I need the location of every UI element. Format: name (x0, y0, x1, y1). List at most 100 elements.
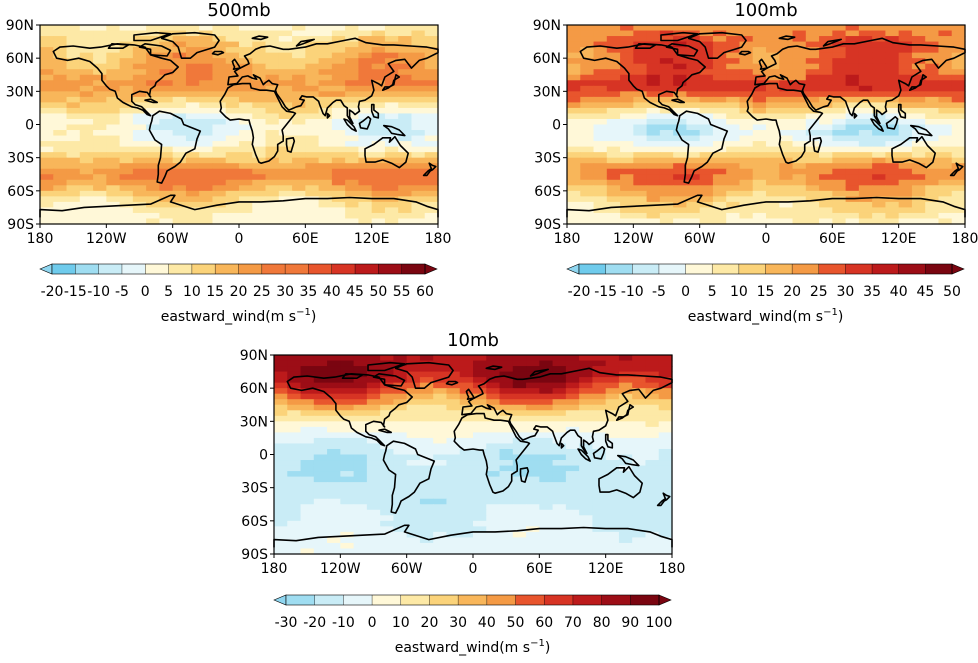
field-cell (185, 41, 200, 48)
field-cell (673, 85, 687, 92)
field-cell (292, 179, 306, 186)
field-cell (752, 124, 767, 131)
field-cell (398, 85, 413, 92)
field-cell (106, 80, 121, 87)
field-cell (93, 52, 107, 59)
field-cell (699, 168, 714, 175)
field-cell (66, 36, 81, 43)
field-cell (353, 426, 368, 433)
field-cell (673, 190, 687, 197)
field-cell (225, 207, 240, 214)
field-cell (618, 526, 633, 533)
field-cell (340, 504, 355, 511)
field-cell (951, 218, 966, 225)
field-cell (832, 107, 847, 115)
field-cell (358, 135, 373, 142)
field-cell (605, 520, 620, 527)
field-cell (340, 421, 355, 428)
field-cell (345, 196, 359, 203)
field-cell (384, 163, 399, 170)
field-cell (805, 36, 820, 43)
field-cell (199, 63, 214, 70)
field-cell (645, 482, 660, 489)
field-cell (106, 124, 121, 131)
field-cell (618, 504, 633, 511)
field-cell (686, 118, 701, 126)
wind-field (567, 25, 966, 225)
field-cell (805, 58, 820, 65)
field-cell (633, 168, 648, 175)
field-cell (592, 454, 607, 461)
field-cell (318, 41, 333, 48)
field-cell (925, 157, 940, 164)
field-cell (345, 52, 359, 59)
field-cell (287, 471, 302, 478)
field-cell (473, 355, 487, 362)
field-cell (327, 537, 341, 544)
field-cell (699, 196, 714, 203)
field-cell (393, 548, 408, 555)
field-cell (345, 218, 359, 225)
field-cell (371, 91, 386, 98)
field-cell (632, 443, 647, 450)
x-tick-label: 0 (469, 561, 478, 577)
field-cell (766, 174, 780, 181)
field-cell (938, 47, 953, 54)
field-cell (225, 168, 240, 175)
field-cell (406, 393, 421, 400)
field-cell (925, 102, 940, 109)
field-cell (512, 454, 527, 461)
field-cell (872, 96, 886, 103)
field-cell (633, 124, 648, 131)
field-cell (398, 179, 413, 186)
field-cell (565, 382, 580, 389)
field-cell (300, 437, 315, 445)
field-cell (331, 85, 346, 92)
field-cell (146, 146, 160, 153)
field-cell (212, 124, 227, 131)
field-cell (646, 207, 661, 214)
field-cell (712, 174, 727, 181)
field-cell (673, 25, 687, 32)
field-cell (406, 415, 421, 422)
field-cell (40, 58, 54, 65)
field-cell (278, 179, 293, 186)
field-cell (633, 58, 648, 65)
colorbar-extend-low (273, 594, 287, 606)
field-cell (106, 91, 121, 98)
field-cell (353, 399, 368, 406)
field-cell (885, 190, 900, 197)
field-cell (340, 360, 355, 367)
field-cell (433, 537, 448, 544)
field-cell (287, 426, 302, 433)
colorbar-tick-label: 20 (421, 615, 439, 631)
y-tick-label: 60N (6, 51, 34, 67)
field-cell (819, 190, 833, 197)
field-cell (938, 102, 953, 109)
field-cell (292, 124, 306, 131)
field-cell (951, 30, 966, 37)
field-cell (40, 196, 54, 203)
field-cell (565, 432, 580, 439)
field-cell (739, 207, 754, 214)
field-cell (858, 102, 873, 109)
field-cell (446, 393, 461, 400)
field-cell (252, 157, 267, 164)
field-cell (872, 207, 886, 214)
field-cell (819, 185, 833, 192)
field-cell (938, 74, 953, 81)
field-cell (345, 113, 359, 120)
field-cell (592, 393, 607, 400)
field-cell (318, 52, 333, 59)
field-cell (419, 366, 434, 373)
field-cell (593, 196, 608, 203)
field-cell (252, 130, 267, 137)
field-cell (340, 509, 355, 516)
field-cell (398, 107, 413, 115)
field-cell (565, 542, 580, 550)
field-cell (345, 102, 359, 109)
field-cell (898, 201, 913, 209)
field-cell (618, 542, 633, 550)
field-cell (592, 498, 607, 505)
field-cell (512, 487, 527, 494)
